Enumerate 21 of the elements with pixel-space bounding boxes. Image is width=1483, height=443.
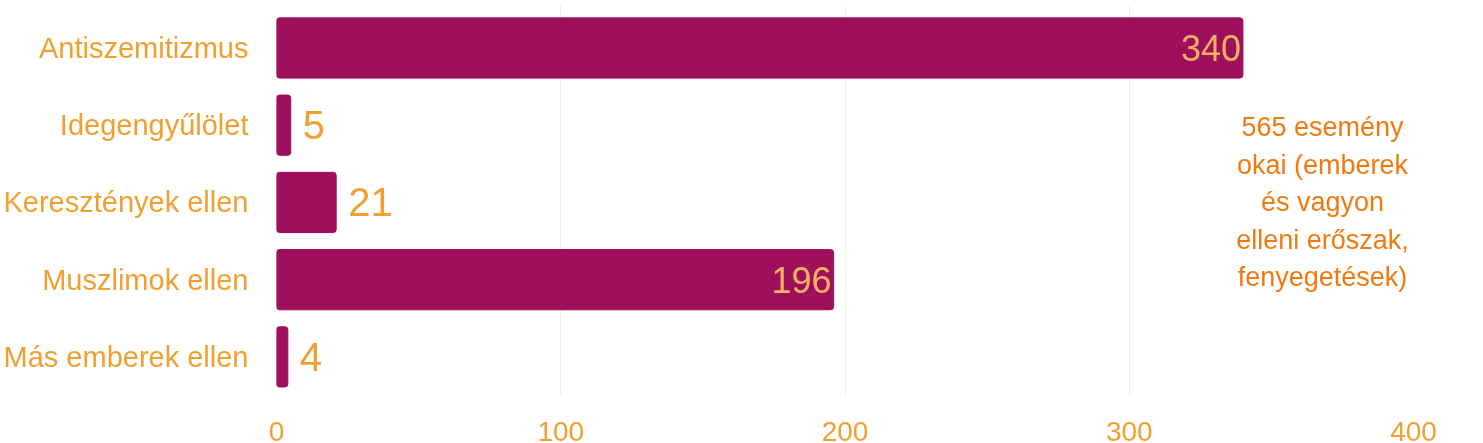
x-tick-label: 100 xyxy=(537,415,585,443)
y-tick-label: Antiszemitizmus xyxy=(39,31,249,64)
y-tick-label: Muszlimok ellen xyxy=(42,263,249,296)
y-tick-label: Keresztények ellen xyxy=(3,186,249,219)
data-label: 4 xyxy=(299,334,323,379)
data-label: 340 xyxy=(1180,27,1241,69)
data-label: 5 xyxy=(302,103,325,148)
x-tick-label: 0 xyxy=(268,415,285,443)
y-tick-label: Más emberek ellen xyxy=(3,340,249,373)
bar xyxy=(276,17,1244,79)
y-tick-label: Idegengyűlölet xyxy=(59,109,249,142)
x-tick-label: 400 xyxy=(1390,415,1437,443)
bar xyxy=(276,326,289,388)
data-label: 196 xyxy=(771,259,832,301)
bar xyxy=(276,249,835,311)
bar xyxy=(276,94,292,156)
bar xyxy=(276,171,337,234)
x-tick-label: 300 xyxy=(1105,415,1153,443)
x-tick-label: 200 xyxy=(821,415,869,443)
annotation: 565 esemény okai (emberek és vagyon elleni erőszak, fenyegetések) xyxy=(1236,112,1409,293)
data-label: 21 xyxy=(348,180,393,225)
